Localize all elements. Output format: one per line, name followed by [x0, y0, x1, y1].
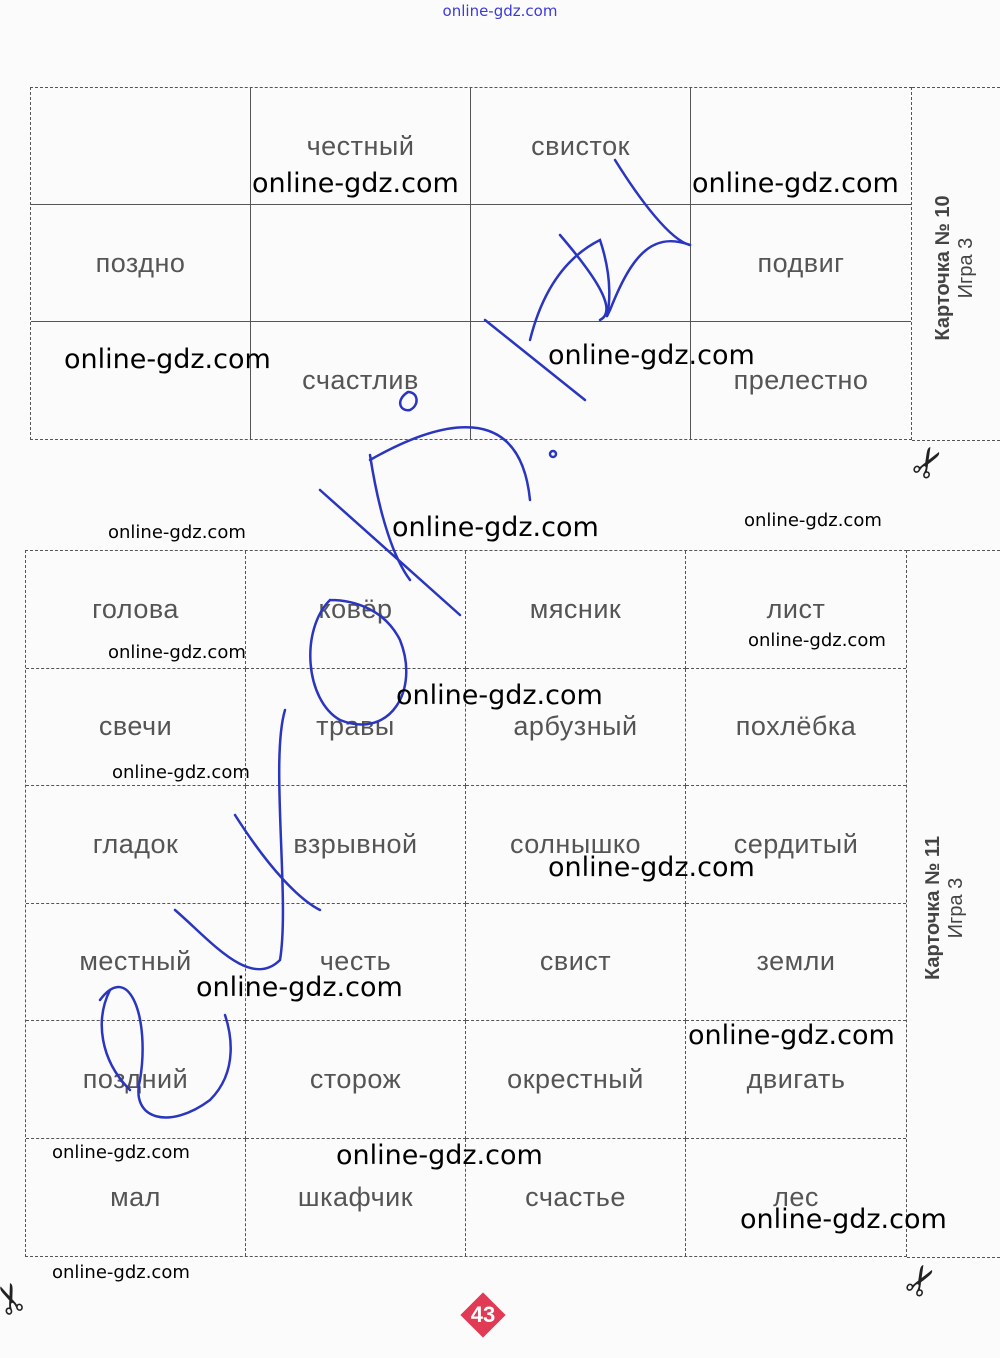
watermark: online-gdz.com	[692, 168, 899, 199]
word-cell	[471, 205, 691, 322]
word-cell: окрестный	[466, 1021, 686, 1139]
watermark: online-gdz.com	[392, 512, 599, 543]
watermark: online-gdz.com	[396, 680, 603, 711]
word-cell: взрывной	[246, 786, 466, 904]
word-cell: солнышко	[466, 786, 686, 904]
watermark: online-gdz.com	[548, 340, 755, 371]
watermark: online-gdz.com	[64, 344, 271, 375]
card-11-grid: голова ковёр мясник лист свечи травы арб…	[25, 550, 907, 1257]
watermark: online-gdz.com	[748, 630, 886, 651]
word-cell	[251, 205, 471, 322]
word-cell	[471, 322, 691, 439]
cut-line	[912, 87, 1000, 88]
word-cell: травы	[246, 668, 466, 786]
watermark: online-gdz.com	[688, 1020, 895, 1051]
cut-line	[907, 550, 1000, 551]
site-header[interactable]: online-gdz.com	[442, 2, 558, 20]
word-cell: гладок	[26, 786, 246, 904]
page-number-badge: 43	[460, 1292, 506, 1338]
word-cell: мал	[26, 1138, 246, 1256]
watermark: online-gdz.com	[252, 168, 459, 199]
word-cell: свечи	[26, 668, 246, 786]
page-number: 43	[470, 1302, 496, 1327]
word-cell: свист	[466, 903, 686, 1021]
word-cell: честный	[251, 88, 471, 205]
watermark: online-gdz.com	[740, 1204, 947, 1235]
word-cell: земли	[686, 904, 906, 1021]
watermark: online-gdz.com	[108, 642, 246, 663]
watermark: online-gdz.com	[196, 972, 403, 1003]
word-cell	[31, 322, 251, 439]
watermark: online-gdz.com	[52, 1262, 190, 1283]
watermark: online-gdz.com	[744, 510, 882, 531]
word-cell: арбузный	[466, 668, 686, 786]
watermark: online-gdz.com	[548, 852, 755, 883]
word-cell: местный	[26, 903, 246, 1021]
word-cell	[691, 88, 911, 205]
word-cell: голова	[26, 551, 246, 669]
watermark: online-gdz.com	[112, 762, 250, 783]
word-cell: лес	[773, 1181, 819, 1212]
word-cell: похлёбка	[686, 669, 906, 786]
word-cell: счастье	[466, 1138, 686, 1256]
word-cell: честь	[246, 903, 466, 1021]
cut-line	[912, 440, 1000, 441]
word-cell	[31, 88, 251, 205]
watermark: online-gdz.com	[336, 1140, 543, 1171]
card-10-grid: честный свисток поздно подвиг счастлив п…	[30, 87, 912, 440]
word-cell: прелестно	[733, 365, 869, 395]
word-cell: счастлив	[251, 322, 471, 439]
word-cell: подвиг	[691, 205, 911, 322]
word-cell: двигать	[686, 1021, 906, 1139]
word-cell: свисток	[471, 88, 691, 205]
word-cell: лист	[686, 551, 906, 669]
word-cell: сердитый	[686, 786, 906, 904]
word-cell: поздний	[26, 1021, 246, 1139]
watermark: online-gdz.com	[108, 522, 246, 543]
word-cell: шкафчик	[246, 1138, 466, 1256]
word-cell: мясник	[466, 551, 686, 669]
cut-line	[907, 1257, 1000, 1258]
word-cell: поздно	[31, 205, 251, 322]
watermark: online-gdz.com	[52, 1142, 190, 1163]
word-cell: сторож	[246, 1021, 466, 1139]
word-cell: ковёр	[246, 551, 466, 669]
